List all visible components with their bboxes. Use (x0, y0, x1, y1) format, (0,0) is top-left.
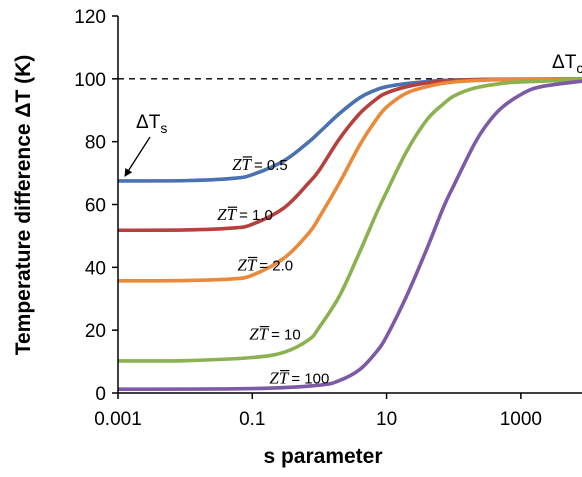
x-tick-label: 1000 (500, 409, 542, 430)
series-line-zt-100 (118, 79, 582, 392)
y-tick-label: 60 (85, 196, 106, 217)
curve-label-zt-2-0: ZT = 2.0 (237, 255, 293, 274)
curve-label-zt-1-0: ZT = 1.0 (217, 205, 273, 224)
series-group (118, 77, 582, 392)
y-tick-label: 80 (85, 133, 106, 154)
y-tick-label: 40 (85, 258, 106, 279)
delta-ts-arrow (124, 136, 151, 177)
y-tick-label: 120 (74, 7, 106, 28)
delta-ts-label: ΔTs (136, 112, 167, 136)
y-axis-title: Temperature difference ΔT (K) (12, 55, 35, 356)
x-axis-ticks: 0.001 0.1 10 1000 (94, 393, 542, 430)
series-line-zt-2-0 (118, 77, 582, 283)
curve-label-zt-0-5: ZT = 0.5 (232, 155, 288, 174)
y-tick-label: 20 (85, 321, 106, 342)
x-tick-label: 10 (376, 409, 397, 430)
curve-label-zt-10: ZT = 10 (249, 325, 301, 344)
delta-tc-annotation: ΔTc (552, 52, 582, 76)
curve-labels: ZT = 0.5 ZT = 1.0 ZT = 2.0 ZT = 10 ZT = 100 (217, 155, 329, 388)
delta-tc-label: ΔTc (552, 52, 582, 76)
delta-ts-annotation: ΔTs (124, 112, 167, 177)
series-line-zt-10 (118, 77, 582, 363)
curve-label-zt-100: ZT = 100 (269, 369, 329, 388)
x-tick-label: 0.001 (94, 409, 142, 430)
y-tick-label: 0 (95, 384, 106, 405)
y-tick-label: 100 (74, 70, 106, 91)
x-axis-title: s parameter (263, 445, 382, 468)
y-axis-ticks: 0 20 40 60 80 100 120 (74, 7, 118, 405)
x-tick-label: 0.1 (239, 409, 265, 430)
